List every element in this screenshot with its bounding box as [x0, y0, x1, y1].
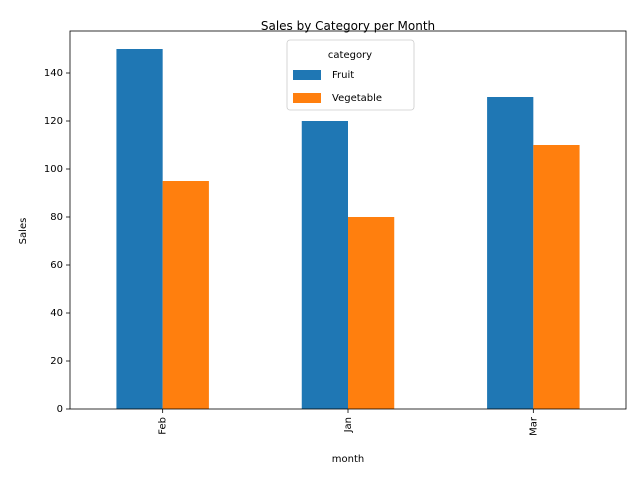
bar-vegetable-mar [533, 145, 580, 409]
y-tick-label: 100 [44, 164, 63, 175]
y-tick-label: 80 [50, 212, 63, 223]
bars-group [116, 49, 580, 409]
y-axis-label: Sales [18, 218, 29, 245]
x-axis-label: month [332, 454, 364, 465]
bar-fruit-mar [487, 97, 534, 409]
bar-fruit-jan [301, 121, 348, 409]
plot-frame [69, 30, 627, 410]
y-axis: 0 20 40 60 80 100 120 140 [44, 68, 70, 415]
bar-fruit-feb [116, 49, 163, 409]
y-tick-label: 120 [44, 116, 63, 127]
y-tick-label: 40 [50, 308, 63, 319]
y-tick-label: 20 [50, 356, 63, 367]
x-tick-label: Mar [528, 416, 539, 436]
bar-vegetable-jan [348, 217, 395, 409]
x-axis: Feb Jan Mar [158, 409, 539, 436]
y-tick-label: 140 [44, 68, 63, 79]
y-tick-label: 0 [57, 404, 63, 415]
legend-frame [286, 39, 415, 111]
x-tick-label: Feb [158, 417, 169, 435]
x-tick-label: Jan [343, 417, 354, 433]
legend-title: category [328, 50, 372, 61]
chart-title: Sales by Category per Month [261, 19, 435, 33]
legend-swatch-vegetable [293, 93, 321, 103]
legend: category Fruit Vegetable [286, 39, 415, 111]
bar-vegetable-feb [162, 181, 209, 409]
legend-swatch-fruit [293, 70, 321, 80]
legend-label-fruit: Fruit [332, 70, 354, 81]
legend-label-vegetable: Vegetable [332, 93, 382, 104]
y-tick-label: 60 [50, 260, 63, 271]
